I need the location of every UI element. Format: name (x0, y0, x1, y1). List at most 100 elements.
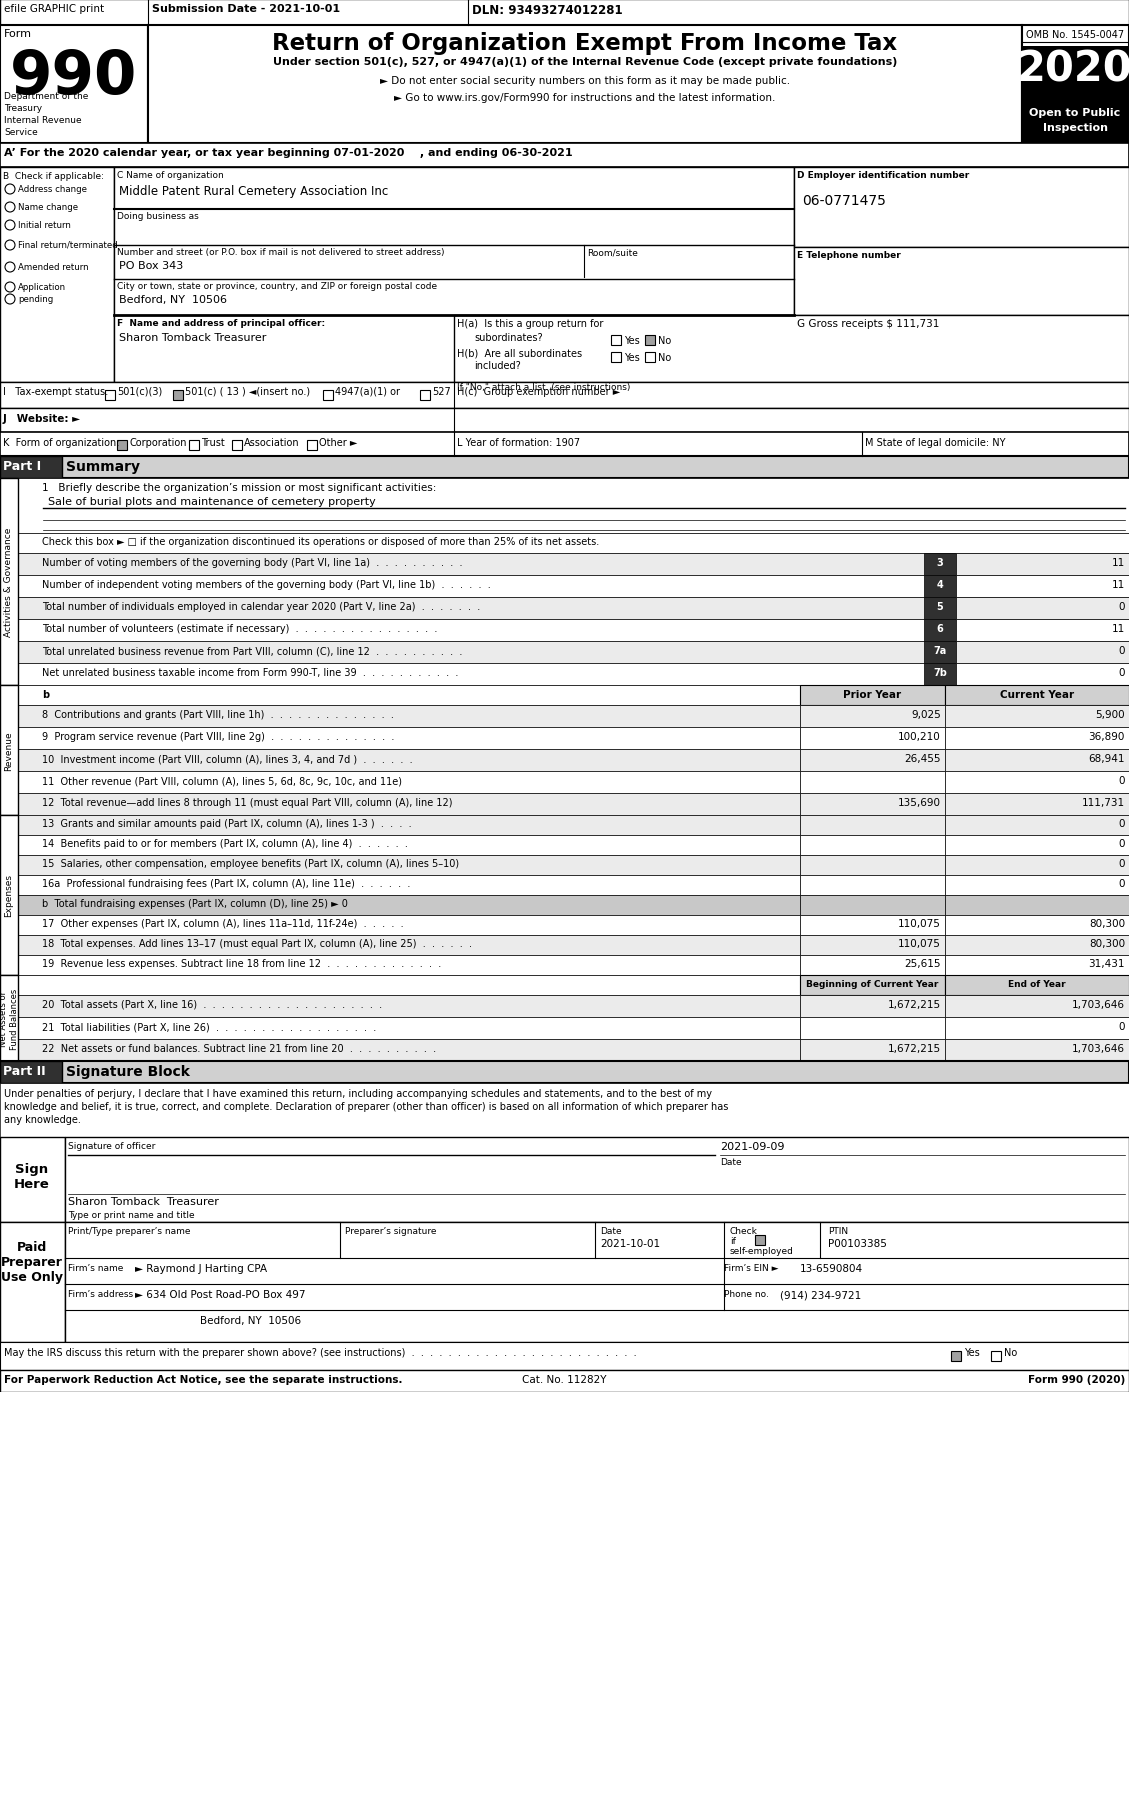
Bar (945, 936, 1129, 956)
Text: Total unrelated business revenue from Part VIII, column (C), line 12  .  .  .  .: Total unrelated business revenue from Pa… (42, 645, 463, 656)
Text: 80,300: 80,300 (1088, 938, 1124, 949)
Bar (956, 641, 1129, 663)
Text: Total number of individuals employed in calendar year 2020 (Part V, line 2a)  . : Total number of individuals employed in … (42, 602, 480, 611)
Text: 0: 0 (1119, 1021, 1124, 1032)
Bar (645, 336, 655, 345)
Text: Signature Block: Signature Block (65, 1064, 190, 1079)
Bar (945, 705, 1129, 728)
Bar (800, 750, 945, 772)
Text: F  Name and address of principal officer:: F Name and address of principal officer: (117, 318, 325, 327)
Text: Phone no.: Phone no. (724, 1288, 769, 1297)
Text: Address change: Address change (18, 184, 87, 193)
Text: 111,731: 111,731 (1082, 797, 1124, 808)
Text: 6: 6 (937, 623, 944, 634)
Text: 135,690: 135,690 (898, 797, 940, 808)
Text: if: if (730, 1236, 736, 1245)
Bar (18, 996, 800, 1017)
Text: H(a)  Is this a group return for: H(a) Is this a group return for (457, 318, 603, 329)
Text: 7b: 7b (933, 667, 947, 678)
Text: For Paperwork Reduction Act Notice, see the separate instructions.: For Paperwork Reduction Act Notice, see … (5, 1375, 403, 1384)
Bar (0, 408, 1129, 432)
Text: PTIN: PTIN (828, 1227, 848, 1236)
Bar (0, 457, 62, 479)
Text: 501(c)(3): 501(c)(3) (117, 387, 163, 398)
Bar (0, 1391, 1129, 1807)
Text: 990: 990 (10, 49, 138, 107)
Bar (105, 390, 115, 401)
Text: 1   Briefly describe the organization’s mission or most significant activities:: 1 Briefly describe the organization’s mi… (42, 482, 437, 493)
Text: 16a  Professional fundraising fees (Part IX, column (A), line 11e)  .  .  .  .  : 16a Professional fundraising fees (Part … (42, 878, 410, 889)
Bar (1022, 47, 1129, 105)
Text: End of Year: End of Year (1008, 979, 1066, 988)
Bar (65, 1137, 1129, 1222)
Text: 8  Contributions and grants (Part VIII, line 1h)  .  .  .  .  .  .  .  .  .  .  : 8 Contributions and grants (Part VIII, l… (42, 710, 394, 719)
Text: Service: Service (5, 128, 37, 137)
Bar (800, 896, 945, 916)
Bar (0, 457, 1129, 479)
Text: Number of voting members of the governing body (Part VI, line 1a)  .  .  .  .  .: Number of voting members of the governin… (42, 558, 463, 567)
Bar (611, 336, 621, 345)
Text: Current Year: Current Year (1000, 690, 1074, 699)
Text: Yes: Yes (964, 1348, 980, 1357)
Text: Beginning of Current Year: Beginning of Current Year (806, 979, 938, 988)
Bar (924, 620, 956, 641)
Bar (0, 479, 18, 685)
Bar (0, 145, 1129, 168)
Bar (18, 835, 800, 855)
Bar (18, 1039, 800, 1061)
Text: Room/suite: Room/suite (587, 248, 638, 257)
Bar (1022, 105, 1129, 145)
Text: G Gross receipts $ 111,731: G Gross receipts $ 111,731 (797, 318, 939, 329)
Text: 17  Other expenses (Part IX, column (A), lines 11a–11d, 11f-24e)  .  .  .  .  .: 17 Other expenses (Part IX, column (A), … (42, 918, 404, 929)
Text: City or town, state or province, country, and ZIP or foreign postal code: City or town, state or province, country… (117, 282, 437, 291)
Bar (800, 976, 945, 996)
Bar (800, 1017, 945, 1039)
Text: Initial return: Initial return (18, 220, 71, 229)
Bar (924, 553, 956, 576)
Bar (18, 956, 800, 976)
Bar (924, 663, 956, 685)
Text: Sale of burial plots and maintenance of cemetery property: Sale of burial plots and maintenance of … (49, 497, 376, 506)
Bar (18, 663, 1129, 685)
Bar (800, 835, 945, 855)
Bar (18, 479, 1129, 533)
Text: Trust: Trust (201, 437, 225, 448)
Text: Doing business as: Doing business as (117, 211, 199, 220)
Bar (18, 576, 1129, 598)
Bar (307, 441, 317, 450)
Bar (956, 598, 1129, 620)
Text: 1,672,215: 1,672,215 (887, 999, 940, 1010)
Bar (945, 772, 1129, 793)
Text: 19  Revenue less expenses. Subtract line 18 from line 12  .  .  .  .  .  .  .  .: 19 Revenue less expenses. Subtract line … (42, 958, 441, 969)
Text: 110,075: 110,075 (899, 938, 940, 949)
Bar (18, 976, 800, 996)
Bar (800, 793, 945, 815)
Bar (0, 976, 18, 1061)
Bar (18, 750, 800, 772)
Bar (800, 916, 945, 936)
Text: P00103385: P00103385 (828, 1238, 887, 1249)
Text: Part II: Part II (3, 1064, 45, 1077)
Bar (0, 815, 18, 976)
Bar (794, 248, 1129, 316)
Text: 0: 0 (1119, 878, 1124, 889)
Text: Association: Association (244, 437, 299, 448)
Text: (914) 234-9721: (914) 234-9721 (780, 1288, 861, 1299)
Text: Firm’s name: Firm’s name (68, 1263, 123, 1272)
Text: 110,075: 110,075 (899, 918, 940, 929)
Text: Application: Application (18, 284, 67, 293)
Text: 4947(a)(1) or: 4947(a)(1) or (335, 387, 400, 398)
Bar (18, 728, 800, 750)
Text: H(b)  Are all subordinates: H(b) Are all subordinates (457, 349, 583, 360)
Text: Open to Public: Open to Public (1030, 108, 1121, 117)
Bar (800, 855, 945, 876)
Bar (0, 383, 1129, 408)
Text: Yes: Yes (624, 352, 640, 363)
Bar (0, 25, 148, 145)
Text: May the IRS discuss this return with the preparer shown above? (see instructions: May the IRS discuss this return with the… (5, 1348, 637, 1357)
Bar (0, 0, 1129, 25)
Text: 0: 0 (1119, 602, 1124, 611)
Text: 36,890: 36,890 (1088, 732, 1124, 741)
Bar (800, 728, 945, 750)
Text: 0: 0 (1119, 667, 1124, 678)
